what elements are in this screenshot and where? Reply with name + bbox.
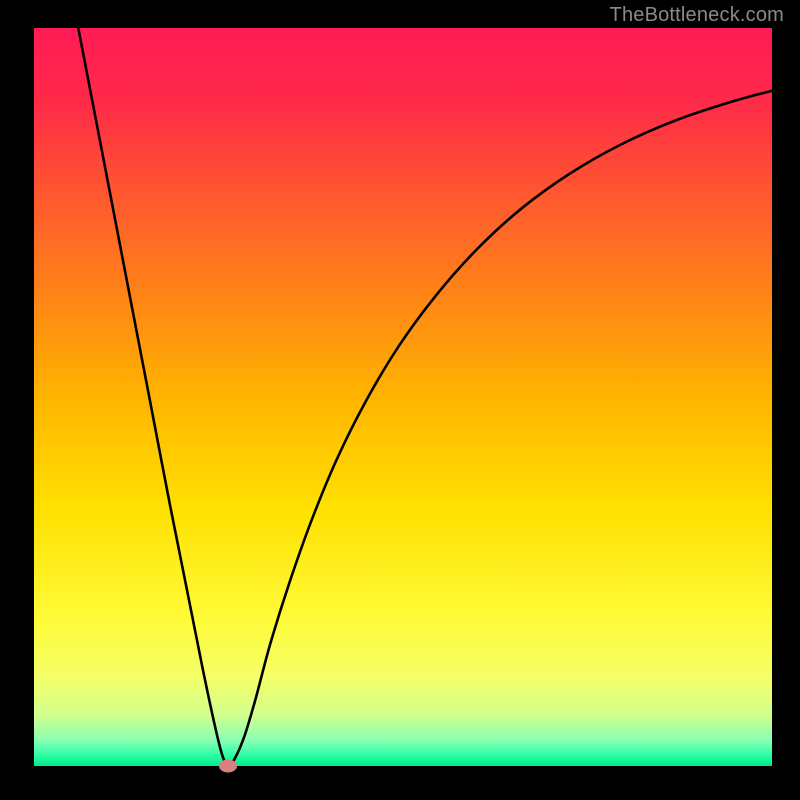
chart-stage: TheBottleneck.com	[0, 0, 800, 800]
watermark-text: TheBottleneck.com	[610, 4, 784, 27]
plot-area	[34, 28, 772, 766]
curve-path	[78, 28, 772, 766]
optimal-point-marker	[219, 760, 237, 773]
bottleneck-curve	[34, 28, 772, 766]
